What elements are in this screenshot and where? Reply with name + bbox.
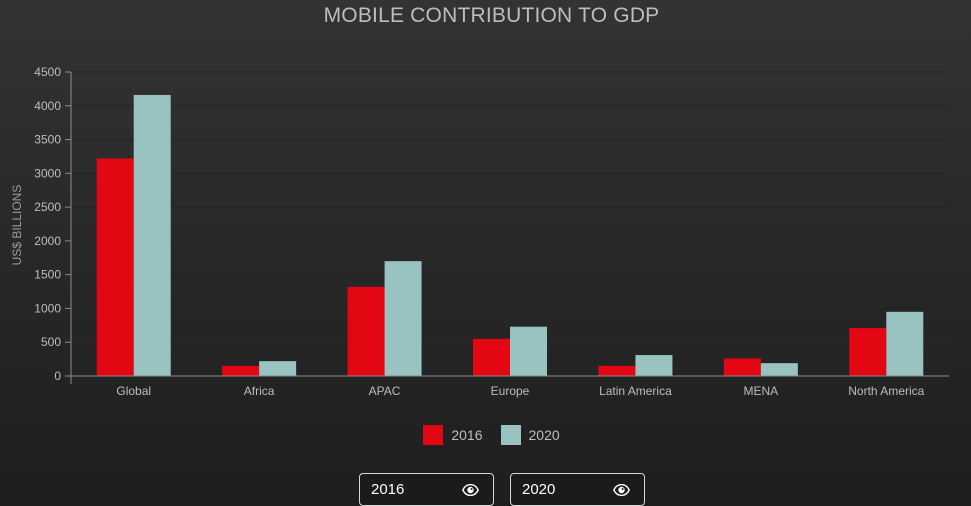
x-tick-label: North America (848, 384, 924, 398)
bars (96, 94, 924, 377)
y-tick-label: 2000 (34, 234, 61, 248)
toggle-2016-label: 2016 (371, 481, 405, 498)
y-axis-title: US$ BILLIONS (10, 185, 24, 266)
x-tick-label: Global (116, 384, 151, 398)
toggle-2020-label: 2020 (522, 481, 556, 498)
toggle-2020-button[interactable]: 2020 (510, 473, 645, 506)
legend-swatch-2020 (500, 425, 521, 445)
x-tick-label: Europe (491, 384, 530, 398)
bar-2016-europe[interactable] (473, 338, 510, 376)
legend-item-2020[interactable]: 2020 (500, 425, 560, 445)
axes (70, 72, 949, 384)
bar-2016-mena[interactable] (723, 358, 761, 376)
eye-icon (462, 483, 479, 496)
y-tick-label: 0 (54, 369, 61, 383)
bar-2016-apac[interactable] (347, 286, 385, 376)
legend-swatch-2016 (423, 425, 444, 445)
bar-2020-north-america[interactable] (886, 311, 924, 376)
y-tick-label: 2500 (34, 200, 61, 214)
bar-2020-apac[interactable] (384, 261, 422, 376)
y-tick-label: 1000 (34, 301, 61, 315)
y-tick-label: 500 (41, 335, 61, 349)
bar-2020-mena[interactable] (760, 363, 798, 376)
legend: 2016 2020 (0, 425, 971, 445)
x-tick-label: MENA (744, 384, 779, 398)
y-tick-label: 1500 (34, 268, 61, 282)
x-tick-label: Africa (244, 384, 275, 398)
series-controls: 2016 2020 (359, 473, 645, 506)
bar-2016-global[interactable] (96, 158, 134, 376)
chart-title: MOBILE CONTRIBUTION TO GDP (323, 4, 660, 27)
y-tick-label: 3500 (34, 133, 61, 147)
legend-item-2016[interactable]: 2016 (423, 425, 483, 445)
bar-chart: 0 500 1000 1500 2000 2500 3000 3500 4000 4500 Glo… (10, 65, 949, 398)
bar-2020-europe[interactable] (510, 326, 547, 376)
x-tick-label: Latin America (599, 384, 672, 398)
bar-2020-global[interactable] (133, 94, 171, 377)
y-tick-label: 4500 (34, 65, 61, 79)
toggle-2016-button[interactable]: 2016 (359, 473, 494, 506)
bar-2020-africa[interactable] (259, 361, 297, 376)
eye-icon (613, 483, 630, 496)
x-axis-ticks: Global Africa APAC Europe Latin America MENA N… (116, 384, 924, 398)
legend-label-2020: 2020 (528, 427, 560, 443)
bar-2016-latin-america[interactable] (598, 365, 636, 376)
y-tick-label: 4000 (34, 99, 61, 113)
gridlines (71, 71, 949, 343)
bar-2016-africa[interactable] (222, 365, 260, 376)
bar-2020-latin-america[interactable] (635, 355, 673, 376)
x-tick-label: APAC (369, 384, 401, 398)
bar-2016-north-america[interactable] (849, 328, 887, 376)
y-tick-label: 3000 (34, 166, 61, 180)
y-axis-ticks: 0 500 1000 1500 2000 2500 3000 3500 4000 4500 (34, 65, 71, 383)
legend-label-2016: 2016 (451, 427, 483, 443)
